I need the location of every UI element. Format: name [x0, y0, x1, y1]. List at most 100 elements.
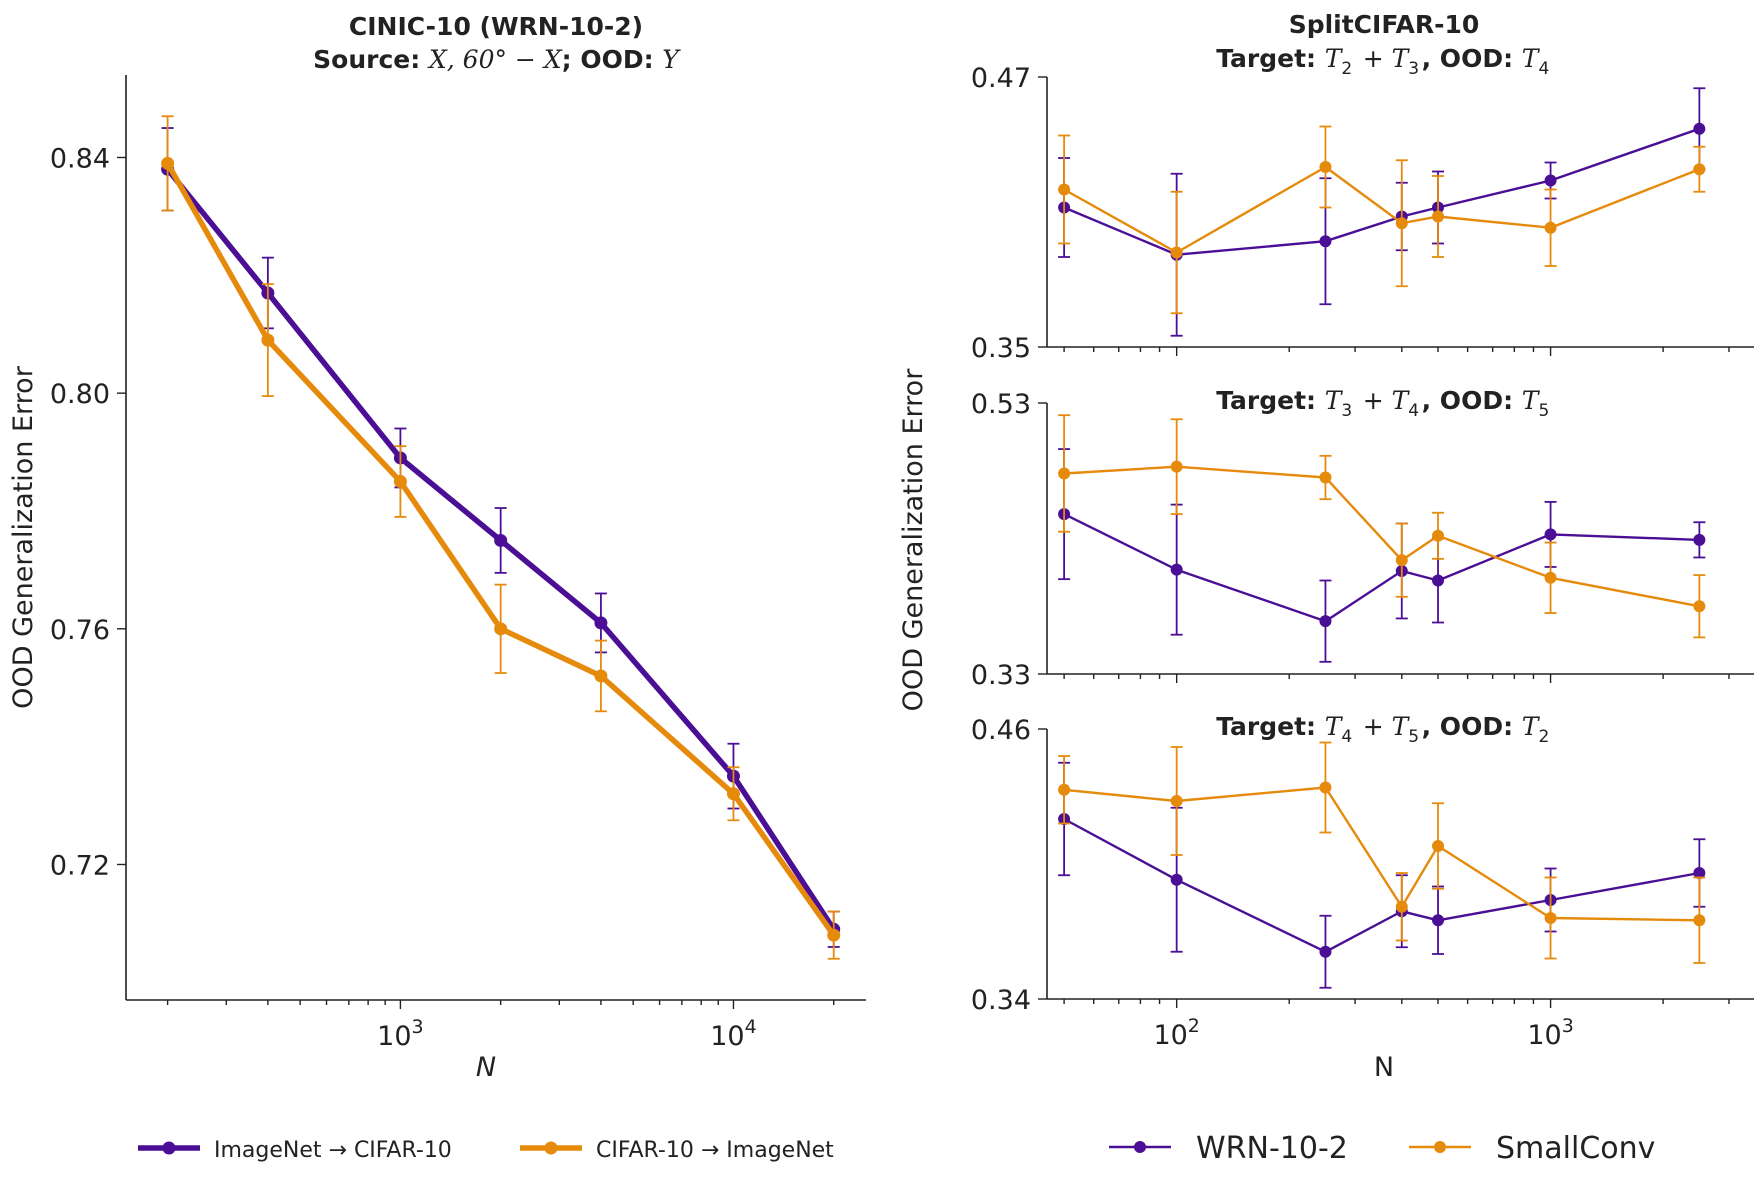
legend-label-left: ImageNet [214, 1138, 329, 1163]
legend-arrow: → [329, 1138, 347, 1163]
split-mid-data-point [1545, 528, 1557, 540]
split-bot-title: Target: T4 + T5 , OOD: T2 [1216, 712, 1552, 747]
title-subscript: 3 [1341, 401, 1352, 421]
splitcifar-legend-entry: WRN-10-2 [1109, 1131, 1348, 1166]
split-top-data-point [1058, 184, 1070, 196]
legend-label-left: CIFAR-10 [596, 1138, 701, 1163]
cinic-title-line2: Source: X, 60° − X; OOD: Y [313, 45, 681, 74]
cinic-x-tick-label: 103 [377, 1016, 423, 1052]
legends: ImageNet → CIFAR-10 CIFAR-10 → ImageNet WR… [138, 1131, 1655, 1166]
split-top-data-point [1396, 217, 1408, 229]
splitcifar-suptitle: SplitCIFAR-10 [1289, 10, 1480, 39]
x-tick-exponent: 3 [412, 1016, 424, 1038]
title-text: Target: [1216, 386, 1325, 415]
split-mid-series-1 [1058, 415, 1705, 637]
split-bot-data-point [1432, 914, 1444, 926]
split-mid-data-point [1319, 615, 1331, 627]
cinic-series-0 [161, 128, 840, 947]
title-text: Source: [313, 45, 429, 74]
title-text: Target: [1216, 44, 1325, 73]
splitcifar-legend-label: WRN-10-2 [1196, 1131, 1348, 1166]
split-mid-data-point [1432, 530, 1444, 542]
split-bot-data-point [1693, 914, 1705, 926]
split-bot-data-point [1545, 912, 1557, 924]
split-top-data-point [1319, 235, 1331, 247]
title-math: X, 60° − X [427, 45, 563, 74]
split-bot-data-point [1432, 840, 1444, 852]
cinic-y-tick-label: 0.72 [50, 850, 110, 881]
cinic-data-point [494, 534, 507, 547]
cinic-x-tick-label: 104 [710, 1016, 756, 1052]
split-bot-y-tick-label: 0.46 [971, 715, 1031, 746]
splitcifar-legend-label: SmallConv [1496, 1131, 1655, 1166]
title-spacer [1549, 712, 1552, 741]
title-text: + [1355, 386, 1392, 415]
cinic-legend-marker [163, 1142, 176, 1155]
split-mid-data-point [1545, 572, 1557, 584]
title-math: Y [662, 45, 681, 74]
title-text: , OOD: [1422, 712, 1522, 741]
split-bot-x-tick-label: 103 [1527, 1015, 1573, 1051]
split-bot-data-point [1171, 795, 1183, 807]
title-subscript: 5 [1538, 401, 1549, 421]
x-tick-base: 10 [1527, 1020, 1561, 1051]
split-top-series-0 [1058, 88, 1705, 336]
split-mid-y-tick-label: 0.33 [971, 660, 1031, 691]
split-bot-series-1 [1058, 743, 1705, 964]
split-top-data-point [1693, 123, 1705, 135]
split-bot-series-line [1064, 819, 1699, 952]
split-bot-data-point [1396, 901, 1408, 913]
split-mid-data-point [1171, 461, 1183, 473]
cinic-data-point [594, 616, 607, 629]
legend-label-right: CIFAR-10 [347, 1138, 452, 1163]
splitcifar-x-axis-label: N [1374, 1052, 1394, 1083]
cinic-data-point [727, 787, 740, 800]
title-subscript: 2 [1341, 59, 1352, 79]
x-tick-base: 10 [1153, 1020, 1187, 1051]
cinic-title-line1: CINIC-10 (WRN-10-2) [349, 12, 643, 41]
figure: CINIC-10 (WRN-10-2) Source: X, 60° − X; O… [0, 0, 1763, 1185]
split-bot-data-point [1058, 784, 1070, 796]
split-mid-data-point [1396, 554, 1408, 566]
title-text: Target: [1216, 712, 1325, 741]
splitcifar-y-axis-label: OOD Generalization Error [898, 368, 929, 712]
title-text: ; OOD: [562, 45, 663, 74]
split-top-data-point [1171, 247, 1183, 259]
split-bot-series-line [1064, 788, 1699, 921]
split-top-series-1 [1058, 127, 1705, 314]
splitcifar-legend-marker [1434, 1141, 1446, 1153]
cinic-legend-entry: CIFAR-10 → ImageNet [520, 1138, 834, 1163]
title-spacer [1549, 386, 1552, 415]
splitcifar-legend-marker [1134, 1141, 1146, 1153]
split-bot-data-point [1171, 874, 1183, 886]
cinic-data-point [827, 929, 840, 942]
title-spacer [1549, 44, 1552, 73]
cinic-legend-marker [545, 1142, 558, 1155]
cinic-panel: CINIC-10 (WRN-10-2) Source: X, 60° − X; O… [8, 12, 866, 1083]
split-mid-series-line [1064, 514, 1699, 621]
split-top-data-point [1545, 222, 1557, 234]
split-top-y-tick-label: 0.35 [971, 333, 1031, 364]
split-mid-title: Target: T3 + T4 , OOD: T5 [1216, 386, 1552, 421]
split-mid-y-tick-label: 0.53 [971, 389, 1031, 420]
x-tick-exponent: 2 [1188, 1015, 1200, 1037]
title-text: + [1355, 44, 1392, 73]
cinic-y-axis-label: OOD Generalization Error [8, 365, 39, 709]
split-mid-data-point [1058, 467, 1070, 479]
split-bot-data-point [1319, 782, 1331, 794]
x-tick-base: 10 [710, 1021, 744, 1052]
split-mid-data-point [1693, 534, 1705, 546]
title-subscript: 4 [1538, 59, 1549, 79]
title-subscript: 4 [1341, 727, 1352, 747]
title-text: , OOD: [1422, 44, 1522, 73]
cinic-y-tick-label: 0.80 [50, 379, 110, 410]
title-subscript: 3 [1408, 59, 1419, 79]
split-top-data-point [1545, 175, 1557, 187]
split-top-series-line [1064, 129, 1699, 255]
split-top-data-point [1693, 163, 1705, 175]
cinic-data-point [261, 334, 274, 347]
split-mid-data-point [1432, 575, 1444, 587]
title-subscript: 5 [1408, 727, 1419, 747]
